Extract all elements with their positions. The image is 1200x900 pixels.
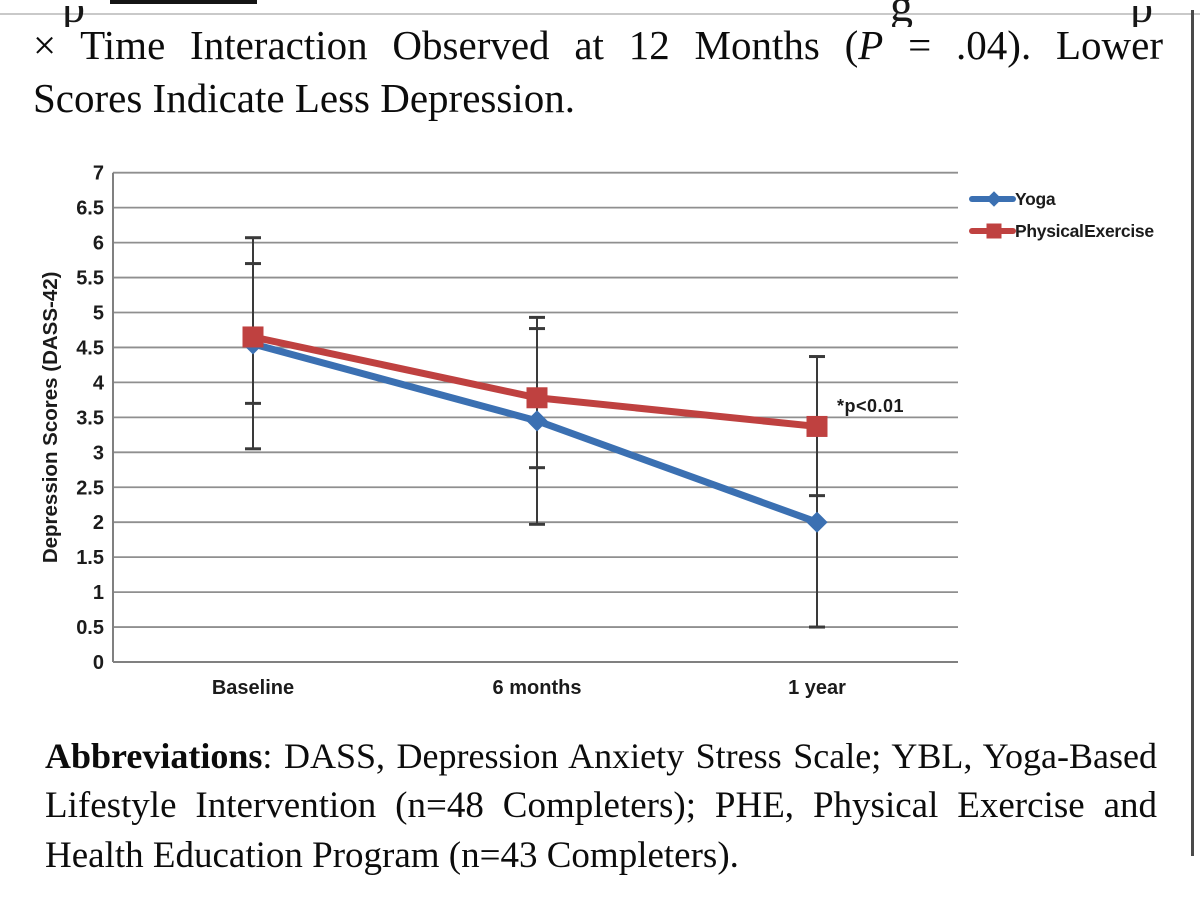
legend-square-marker bbox=[986, 223, 1002, 239]
clipped-glyph-p-right: p bbox=[1126, 6, 1156, 27]
legend-diamond-marker bbox=[986, 191, 1002, 207]
y-tick-label: 4.5 bbox=[76, 337, 104, 359]
figure-caption-line1: × Time Interaction Observed at 12 Months… bbox=[33, 19, 1163, 72]
abbrev-line1: Abbreviations: DASS, Depression Anxiety … bbox=[45, 731, 1157, 781]
page-divider-line bbox=[0, 13, 1200, 15]
y-tick-label: 0.5 bbox=[76, 617, 104, 639]
clipped-glyph: g bbox=[890, 0, 913, 27]
y-tick-label: 2.5 bbox=[76, 477, 104, 499]
x-tick-label: 6 months bbox=[493, 677, 582, 699]
square-marker bbox=[242, 326, 264, 348]
series-lines bbox=[249, 333, 821, 526]
square-marker bbox=[806, 415, 828, 437]
y-tick-label: 0 bbox=[93, 652, 104, 674]
diamond-marker bbox=[806, 511, 828, 533]
series-line-diamond bbox=[249, 340, 821, 526]
abbreviations-note: Abbreviations: DASS, Depression Anxiety … bbox=[45, 731, 1157, 881]
x-tick-label: 1 year bbox=[788, 677, 846, 699]
diamond-marker bbox=[526, 410, 548, 432]
legend-item-yoga: Yoga bbox=[969, 189, 1056, 209]
figure-caption: × Time Interaction Observed at 12 Months… bbox=[33, 19, 1163, 125]
abbrev-line3: Health Education Program (n=43 Completer… bbox=[45, 835, 739, 876]
series-markers bbox=[242, 326, 828, 533]
legend-label: Physical Exercise bbox=[1015, 221, 1154, 241]
page-column-divider bbox=[1191, 10, 1194, 856]
y-axis-title: Depression Scores (DASS-42) bbox=[39, 272, 62, 564]
axes bbox=[112, 172, 958, 663]
abbrev-line2: Lifestyle Intervention (n=48 Completers)… bbox=[45, 785, 1157, 826]
abbrev-bold-label: Abbreviations bbox=[45, 736, 263, 776]
y-tick-label: 7 bbox=[93, 163, 104, 185]
x-tick-label: Baseline bbox=[212, 677, 294, 699]
caption-text: = .04). Lower bbox=[883, 22, 1163, 68]
legend-label: Yoga bbox=[1015, 189, 1056, 209]
clipped-glyph: p bbox=[62, 6, 85, 27]
y-tick-label: 6 bbox=[93, 233, 104, 255]
y-tick-label: 3 bbox=[93, 442, 104, 464]
caption-italic-p: P bbox=[858, 22, 884, 68]
y-tick-label: 3.5 bbox=[76, 407, 104, 429]
clipped-glyph-g: g bbox=[888, 0, 922, 27]
y-tick-label: 6.5 bbox=[76, 198, 104, 220]
y-tick-label: 1 bbox=[93, 582, 104, 604]
y-tick-label: 5.5 bbox=[76, 268, 104, 290]
y-tick-label: 2 bbox=[93, 512, 104, 534]
clipped-glyph: p bbox=[1130, 6, 1153, 27]
axis-labels: 7 6.5 6 5.5 5 4.5 4 3.5 3 2.5 2 1.5 1 0.5 0 Depression … bbox=[39, 163, 904, 699]
error-bars bbox=[245, 236, 825, 629]
clipped-glyph-p-left: p bbox=[58, 6, 88, 27]
y-tick-label: 1.5 bbox=[76, 547, 104, 569]
caption-text: × Time Interaction Observed at 12 Months… bbox=[33, 22, 859, 68]
y-tick-label: 4 bbox=[93, 372, 105, 394]
chart-legend: Yoga Physical Exercise bbox=[969, 189, 1155, 241]
y-tick-label: 5 bbox=[93, 303, 104, 325]
square-marker bbox=[526, 387, 548, 409]
abbrev-text: : DASS, Depression Anxiety Stress Scale;… bbox=[262, 736, 1157, 776]
figure-caption-line2: Scores Indicate Less Depression. bbox=[33, 75, 575, 121]
legend-item-physical-exercise: Physical Exercise bbox=[969, 221, 1155, 241]
significance-annotation: *p<0.01 bbox=[837, 396, 904, 416]
clipped-text-fragment bbox=[110, 0, 257, 4]
